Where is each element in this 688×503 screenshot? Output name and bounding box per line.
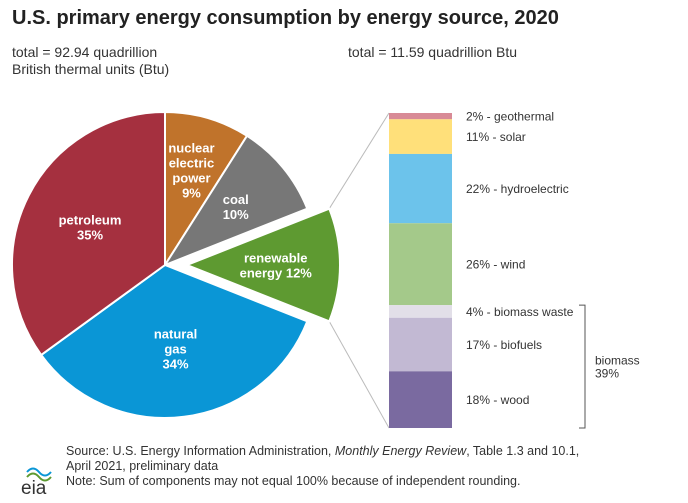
eia-logo: eia	[21, 467, 52, 498]
pie-label: energy 12%	[240, 266, 313, 281]
pie-label: electric	[169, 155, 215, 170]
total-left: total = 92.94 quadrillion British therma…	[12, 44, 169, 78]
bar-segment	[389, 119, 452, 154]
pie-slice	[164, 110, 249, 269]
bracket-line	[579, 304, 586, 429]
connector-line	[328, 112, 390, 209]
bar-segment-label: 11% - solar	[466, 130, 526, 144]
pie-label: nuclear	[168, 140, 214, 155]
biomass-group-label: 39%	[595, 367, 619, 381]
total-right: total = 11.59 quadrillion Btu	[348, 44, 518, 60]
total-left-line1: total = 92.94 quadrillion	[12, 44, 158, 60]
bar-segment	[389, 223, 452, 306]
pie-slice	[11, 110, 166, 357]
pie-slice	[162, 134, 309, 268]
bar-segment-label: 2% - geothermal	[466, 110, 554, 124]
chart-title: U.S. primary energy consumption by energ…	[12, 7, 559, 29]
pie-label: petroleum	[59, 212, 122, 227]
rounding-note: Note: Sum of components may not equal 10…	[66, 474, 521, 488]
bar-segment	[389, 153, 452, 224]
bar-segment	[389, 305, 452, 318]
connector-line	[328, 321, 390, 429]
bar-segment-label: 17% - biofuels	[466, 338, 542, 352]
pie-slice	[184, 207, 341, 323]
pie-label: gas	[164, 341, 186, 356]
connector-lines	[328, 112, 390, 429]
pie-label: power	[172, 170, 210, 185]
pie-label: natural	[154, 326, 197, 341]
pie-label: 34%	[163, 356, 189, 371]
pie-label: coal	[223, 192, 249, 207]
logo-text: eia	[21, 478, 47, 498]
total-left-line2: British thermal units (Btu)	[12, 61, 170, 77]
bar-segment-label: 4% - biomass waste	[466, 305, 574, 319]
bar-segment	[389, 371, 452, 428]
pie-label: 9%	[182, 185, 201, 200]
bar-segment-label: 18% - wood	[466, 393, 529, 407]
bar-segment	[389, 113, 452, 120]
bar-segment-label: 22% - hydroelectric	[466, 182, 569, 196]
pie-label: 10%	[223, 207, 249, 222]
pie-label: renewable	[244, 251, 308, 266]
bar-segment-label: 26% - wind	[466, 258, 525, 272]
footer-notes: Source: U.S. Energy Information Administ…	[66, 444, 666, 489]
pie-label: 35%	[77, 227, 103, 242]
pie-slice	[39, 263, 309, 419]
source-note: Source: U.S. Energy Information Administ…	[66, 444, 580, 458]
bar-labels: 2% - geothermal 11% - solar 22% - hydroele…	[466, 110, 574, 407]
pie-chart	[11, 110, 341, 419]
biomass-group-label: biomass	[595, 354, 640, 368]
source-note-line2: April 2021, preliminary data	[66, 459, 219, 473]
bar-segment	[389, 317, 452, 372]
stacked-bar	[389, 113, 452, 428]
